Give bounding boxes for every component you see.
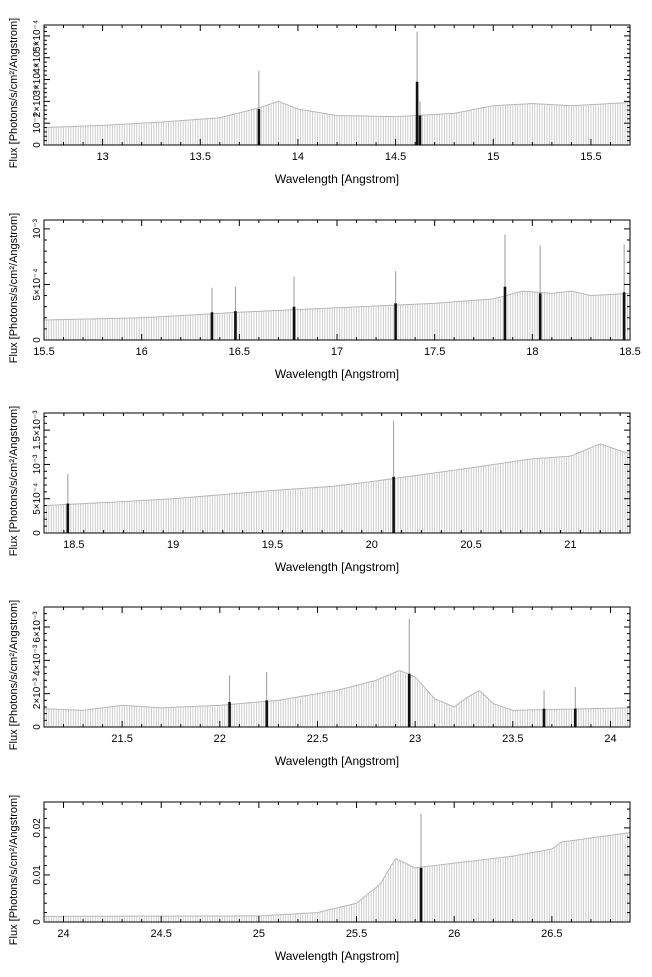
x-tick-label: 18.5 (619, 346, 640, 358)
line-bar (418, 115, 422, 145)
panel-5: 24 24.5 25 25.5 26 26.5 0 0.01 0.02 Wavelength [A… (8, 795, 631, 963)
x-tick-label: 15.5 (33, 346, 54, 358)
line-bar (415, 81, 419, 145)
x-tick-label: 21 (564, 539, 576, 551)
line-bar (503, 286, 507, 340)
panel-1: 13 13.5 14 14.5 15 15.5 0 10⁻⁴2×10⁻⁴3×10⁻⁴4×10⁻… (8, 18, 631, 186)
y-tick-label: 0 (32, 530, 43, 536)
x-tick-label: 16.5 (229, 346, 250, 358)
y-axis-label: Flux [Photons/s/cm²/Angstrom] (8, 795, 20, 945)
x-tick-label: 13.5 (190, 151, 211, 163)
line-bar (210, 312, 214, 340)
line-bar (392, 476, 395, 533)
line-bar (407, 673, 411, 727)
line-bar (538, 293, 542, 340)
line-bar (542, 708, 546, 727)
x-tick-label: 17 (331, 346, 343, 358)
x-tick-label: 13 (96, 151, 108, 163)
x-tick-label: 24.5 (150, 928, 171, 940)
y-tick-label: 5×10⁻⁴ (32, 268, 43, 300)
x-tick-label: 20.5 (460, 539, 481, 551)
continuum-bars (43, 444, 631, 533)
y-tick-label: 0 (32, 919, 43, 925)
y-tick-label: 10⁻³ (32, 218, 43, 238)
x-tick-label: 21.5 (111, 733, 132, 745)
y-axis-label: Flux [Photons/s/cm²/Angstrom] (8, 406, 20, 556)
y-tick-label: 0.02 (32, 818, 43, 838)
y-tick-label: 4×10⁻³ (32, 644, 43, 676)
continuum-bars (43, 291, 631, 340)
y-tick-label: 0.01 (32, 865, 43, 885)
line-bar (257, 109, 261, 145)
x-tick-label: 14 (292, 151, 304, 163)
x-tick-label: 18 (526, 346, 538, 358)
plot-frame (43, 412, 631, 534)
line-bar (574, 708, 577, 727)
x-tick-label: 19.5 (262, 539, 283, 551)
panel-4: 21.5 22 22.5 23 23.5 24 0 2×10⁻³4×10⁻³6×10⁻³ Wav… (8, 600, 631, 768)
y-tick-label: 2×10⁻⁴ (32, 85, 43, 117)
panel-3: 18.5 19 19.5 20 20.5 21 0 5×10⁻⁴ 10⁻³ 1.5×10⁻³ Wav… (8, 406, 631, 574)
y-tick-label: 5×10⁻⁴ (32, 483, 43, 515)
y-axis-label: Flux [Photons/s/cm²/Angstrom] (8, 600, 20, 750)
x-tick-label: 17.5 (424, 346, 445, 358)
y-tick-label: 10⁻⁴ (32, 113, 43, 134)
line-bar (265, 700, 268, 727)
x-tick-label: 15.5 (580, 151, 601, 163)
line-bar (394, 303, 397, 340)
y-tick-label: 0 (32, 337, 43, 343)
x-tick-label: 24 (57, 928, 69, 940)
line-bar (292, 306, 296, 340)
x-axis-label: Wavelength [Angstrom] (275, 367, 399, 381)
line-bar (419, 867, 423, 922)
x-axis-label: Wavelength [Angstrom] (275, 949, 399, 963)
y-tick-label: 1.5×10⁻³ (32, 410, 43, 450)
x-tick-label: 25 (253, 928, 265, 940)
line-bar (228, 702, 231, 727)
x-axis-label: Wavelength [Angstrom] (275, 172, 399, 186)
continuum-outline (43, 670, 631, 711)
y-tick-label: 0 (32, 724, 43, 730)
x-tick-label: 14.5 (385, 151, 406, 163)
y-axis-label: Flux [Photons/s/cm²/Angstrom] (8, 18, 20, 168)
x-tick-label: 18.5 (63, 539, 84, 551)
x-tick-label: 23.5 (502, 733, 523, 745)
y-tick-label: 4×10⁻⁴ (32, 42, 43, 74)
continuum-bars (43, 101, 631, 145)
y-axis-label: Flux [Photons/s/cm²/Angstrom] (8, 213, 20, 363)
y-tick-label: 3×10⁻⁴ (32, 63, 43, 95)
x-tick-label: 19 (167, 539, 179, 551)
x-tick-label: 26 (448, 928, 460, 940)
y-tick-label: 6×10⁻³ (32, 611, 43, 643)
line-bar (66, 503, 70, 533)
continuum-outline (44, 832, 631, 917)
y-tick-label: 5×10⁻⁴ (32, 20, 43, 52)
x-tick-label: 25.5 (346, 928, 367, 940)
x-tick-label: 22.5 (307, 733, 328, 745)
x-tick-label: 23 (409, 733, 421, 745)
line-bar (234, 311, 237, 340)
continuum-outline (43, 443, 631, 507)
line-bar (622, 292, 626, 340)
x-tick-label: 15 (487, 151, 499, 163)
continuum-bars (43, 670, 631, 727)
continuum-outline (43, 290, 631, 321)
y-tick-label: 2×10⁻³ (32, 677, 43, 709)
x-axis-label: Wavelength [Angstrom] (275, 560, 399, 574)
panel-2: 15.5 16 16.5 17 17.5 18 18.5 0 5×10⁻⁴ 10⁻³ Wavelen… (8, 213, 641, 381)
x-tick-label: 20 (366, 539, 378, 551)
x-tick-label: 26.5 (541, 928, 562, 940)
continuum-outline (43, 100, 631, 129)
x-axis-label: Wavelength [Angstrom] (275, 754, 399, 768)
x-tick-label: 22 (214, 733, 226, 745)
x-tick-label: 24 (604, 733, 616, 745)
x-tick-label: 16 (136, 346, 148, 358)
y-tick-label: 10⁻³ (32, 454, 43, 474)
y-tick-label: 0 (32, 142, 43, 148)
continuum-bars (43, 832, 631, 922)
